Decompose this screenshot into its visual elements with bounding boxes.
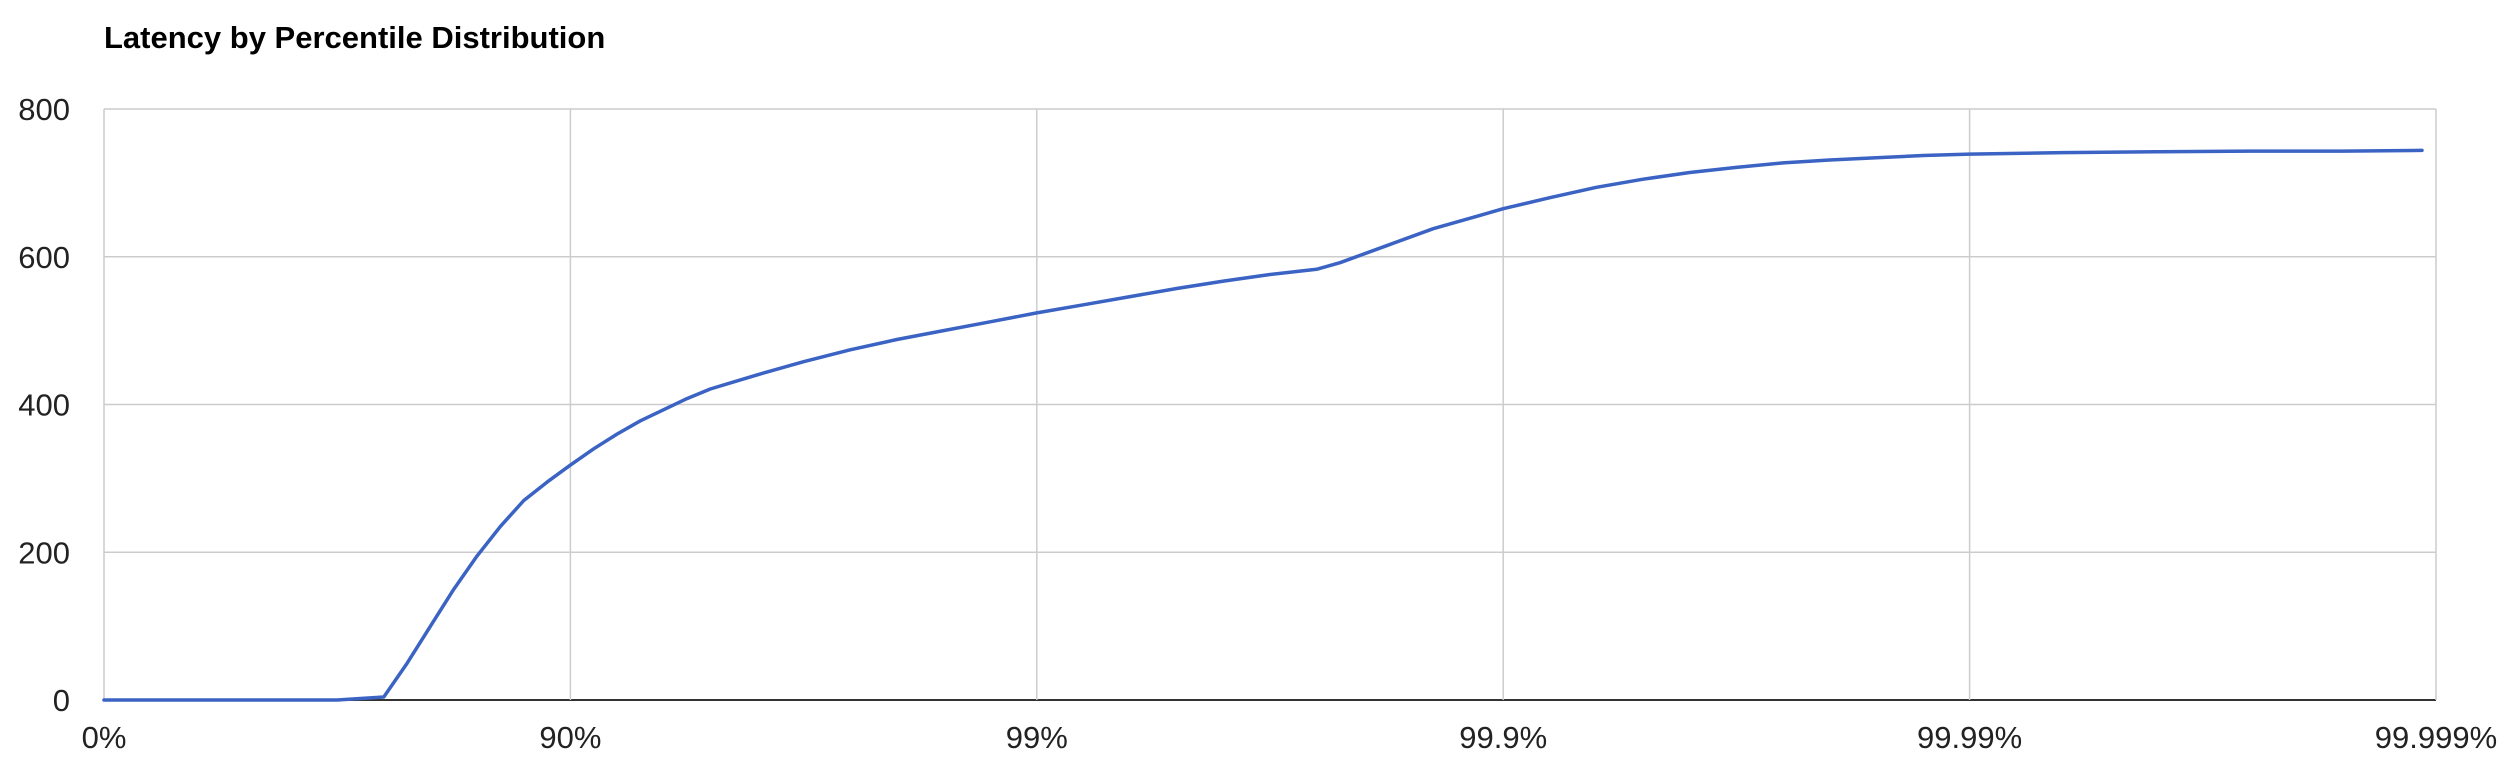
data-point[interactable]	[1124, 291, 1136, 303]
chart-title: Latency by Percentile Distribution	[104, 20, 606, 55]
data-point[interactable]	[611, 428, 623, 440]
data-point[interactable]	[355, 693, 367, 705]
x-tick-label-3: 99.9%	[1459, 720, 1547, 755]
data-point[interactable]	[1964, 148, 1976, 160]
data-point[interactable]	[891, 334, 903, 346]
series-line-latency	[102, 148, 2424, 702]
data-point[interactable]	[378, 691, 390, 703]
data-point[interactable]	[1077, 299, 1089, 311]
data-point[interactable]	[751, 369, 763, 381]
x-tick-label-4: 99.99%	[1917, 720, 2022, 755]
x-tick-label-2: 99%	[1006, 720, 1068, 755]
data-point[interactable]	[1544, 192, 1556, 204]
y-tick-label-200: 200	[18, 535, 70, 570]
data-point[interactable]	[798, 356, 810, 368]
series-group	[98, 144, 2428, 706]
data-point[interactable]	[494, 520, 506, 532]
x-tick-label-0: 0%	[82, 720, 127, 755]
data-point[interactable]	[1777, 157, 1789, 169]
data-point[interactable]	[541, 476, 553, 488]
data-point[interactable]	[1870, 152, 1882, 164]
data-point[interactable]	[1311, 263, 1323, 275]
data-point[interactable]	[2243, 145, 2255, 157]
data-point[interactable]	[681, 393, 693, 405]
data-point[interactable]	[448, 583, 460, 595]
x-tick-label-1: 90%	[539, 720, 601, 755]
data-point[interactable]	[238, 694, 250, 706]
data-point[interactable]	[1031, 307, 1043, 319]
data-point[interactable]	[1217, 275, 1229, 287]
y-tick-label-400: 400	[18, 388, 70, 423]
data-point[interactable]	[1264, 269, 1276, 281]
data-point[interactable]	[938, 325, 950, 337]
x-axis-labels: 0% 90% 99% 99.9% 99.99% 99.999%	[82, 720, 2498, 755]
x-tick-label-5: 99.999%	[2375, 720, 2497, 755]
data-point[interactable]	[1591, 181, 1603, 193]
data-point[interactable]	[1474, 209, 1486, 221]
data-point[interactable]	[2150, 146, 2162, 158]
data-point[interactable]	[844, 344, 856, 356]
data-point[interactable]	[1824, 154, 1836, 166]
data-point[interactable]	[1684, 167, 1696, 179]
data-point[interactable]	[2337, 145, 2349, 157]
y-tick-label-800: 800	[18, 92, 70, 127]
data-point[interactable]	[1427, 223, 1439, 235]
y-tick-label-600: 600	[18, 240, 70, 275]
data-point[interactable]	[1171, 283, 1183, 295]
y-tick-label-0: 0	[53, 683, 70, 718]
data-point[interactable]	[1497, 203, 1509, 215]
grid-lines	[103, 108, 2437, 701]
data-point[interactable]	[658, 404, 670, 416]
data-point[interactable]	[331, 694, 343, 706]
data-point[interactable]	[98, 694, 110, 706]
data-point[interactable]	[1730, 161, 1742, 173]
data-point[interactable]	[1381, 240, 1393, 252]
data-point[interactable]	[1917, 150, 1929, 162]
data-point[interactable]	[425, 620, 437, 632]
data-point[interactable]	[2416, 144, 2428, 156]
data-point[interactable]	[518, 495, 530, 507]
data-point[interactable]	[471, 550, 483, 562]
data-point[interactable]	[401, 657, 413, 669]
data-point[interactable]	[704, 383, 716, 395]
data-point[interactable]	[588, 443, 600, 455]
data-point[interactable]	[2057, 147, 2069, 159]
data-point[interactable]	[984, 316, 996, 328]
data-point[interactable]	[564, 459, 576, 471]
data-point[interactable]	[1637, 173, 1649, 185]
data-point[interactable]	[634, 415, 646, 427]
y-axis-labels: 0 200 400 600 800	[18, 92, 70, 718]
data-point[interactable]	[1334, 257, 1346, 269]
